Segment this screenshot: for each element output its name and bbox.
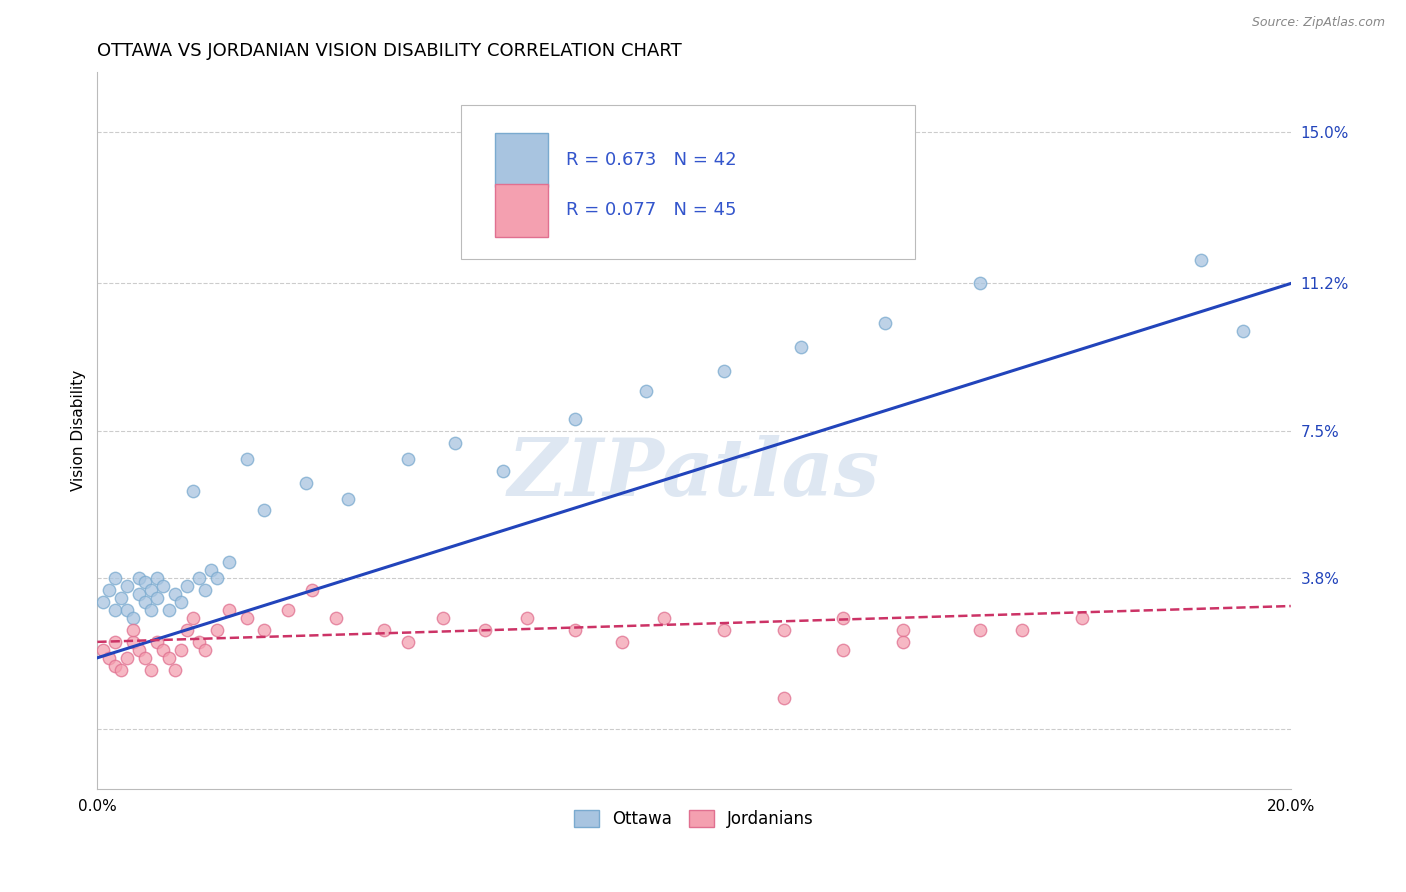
Point: [253, 503, 276, 517]
Point: [652, 611, 675, 625]
Point: [163, 663, 186, 677]
Point: [564, 412, 586, 426]
Point: [134, 575, 156, 590]
Point: [832, 643, 855, 657]
Point: [396, 451, 419, 466]
Point: [474, 623, 496, 637]
Text: ZIPatlas: ZIPatlas: [508, 435, 880, 513]
Text: R = 0.077   N = 45: R = 0.077 N = 45: [567, 202, 737, 219]
Point: [336, 491, 359, 506]
Point: [146, 591, 169, 605]
Point: [205, 623, 228, 637]
Point: [772, 690, 794, 705]
Point: [891, 623, 914, 637]
Point: [176, 579, 198, 593]
Point: [181, 483, 204, 498]
Point: [772, 623, 794, 637]
Point: [128, 571, 150, 585]
Point: [194, 583, 217, 598]
Point: [146, 571, 169, 585]
Point: [891, 635, 914, 649]
Point: [790, 340, 813, 354]
Point: [139, 583, 162, 598]
Point: [134, 650, 156, 665]
Point: [1232, 324, 1254, 338]
Point: [301, 583, 323, 598]
Point: [713, 364, 735, 378]
Point: [122, 611, 145, 625]
Point: [492, 464, 515, 478]
FancyBboxPatch shape: [461, 104, 915, 259]
Point: [104, 635, 127, 649]
Point: [104, 658, 127, 673]
Point: [1070, 611, 1092, 625]
Point: [152, 579, 174, 593]
Point: [253, 623, 276, 637]
Point: [564, 623, 586, 637]
Point: [152, 643, 174, 657]
Point: [432, 611, 454, 625]
Point: [110, 663, 132, 677]
Point: [128, 643, 150, 657]
Point: [1189, 252, 1212, 267]
Point: [91, 595, 114, 609]
Point: [181, 611, 204, 625]
Point: [969, 623, 991, 637]
Point: [98, 650, 121, 665]
Point: [1011, 623, 1033, 637]
Point: [218, 555, 240, 569]
Text: R = 0.673   N = 42: R = 0.673 N = 42: [567, 152, 737, 169]
Point: [157, 650, 180, 665]
Point: [194, 643, 217, 657]
Point: [969, 277, 991, 291]
Point: [218, 603, 240, 617]
Point: [373, 623, 395, 637]
FancyBboxPatch shape: [495, 184, 548, 237]
Point: [122, 623, 145, 637]
Point: [516, 611, 538, 625]
Point: [187, 571, 209, 585]
Point: [277, 603, 299, 617]
Point: [832, 611, 855, 625]
Point: [612, 635, 634, 649]
Point: [98, 583, 121, 598]
Point: [200, 563, 222, 577]
Point: [163, 587, 186, 601]
Point: [122, 635, 145, 649]
Point: [139, 663, 162, 677]
Point: [157, 603, 180, 617]
Point: [396, 635, 419, 649]
Point: [176, 623, 198, 637]
Point: [187, 635, 209, 649]
Point: [205, 571, 228, 585]
Point: [325, 611, 347, 625]
Point: [115, 650, 138, 665]
Point: [444, 435, 467, 450]
Point: [873, 316, 896, 330]
Point: [170, 595, 193, 609]
Point: [295, 475, 318, 490]
Point: [235, 451, 257, 466]
Y-axis label: Vision Disability: Vision Disability: [72, 370, 86, 491]
FancyBboxPatch shape: [495, 134, 548, 187]
Legend: Ottawa, Jordanians: Ottawa, Jordanians: [568, 803, 821, 835]
Text: Source: ZipAtlas.com: Source: ZipAtlas.com: [1251, 16, 1385, 29]
Point: [170, 643, 193, 657]
Point: [104, 603, 127, 617]
Point: [110, 591, 132, 605]
Point: [115, 603, 138, 617]
Point: [713, 623, 735, 637]
Point: [636, 384, 658, 398]
Point: [139, 603, 162, 617]
Point: [128, 587, 150, 601]
Point: [104, 571, 127, 585]
Point: [134, 595, 156, 609]
Text: OTTAWA VS JORDANIAN VISION DISABILITY CORRELATION CHART: OTTAWA VS JORDANIAN VISION DISABILITY CO…: [97, 42, 682, 60]
Point: [91, 643, 114, 657]
Point: [235, 611, 257, 625]
Point: [146, 635, 169, 649]
Point: [115, 579, 138, 593]
